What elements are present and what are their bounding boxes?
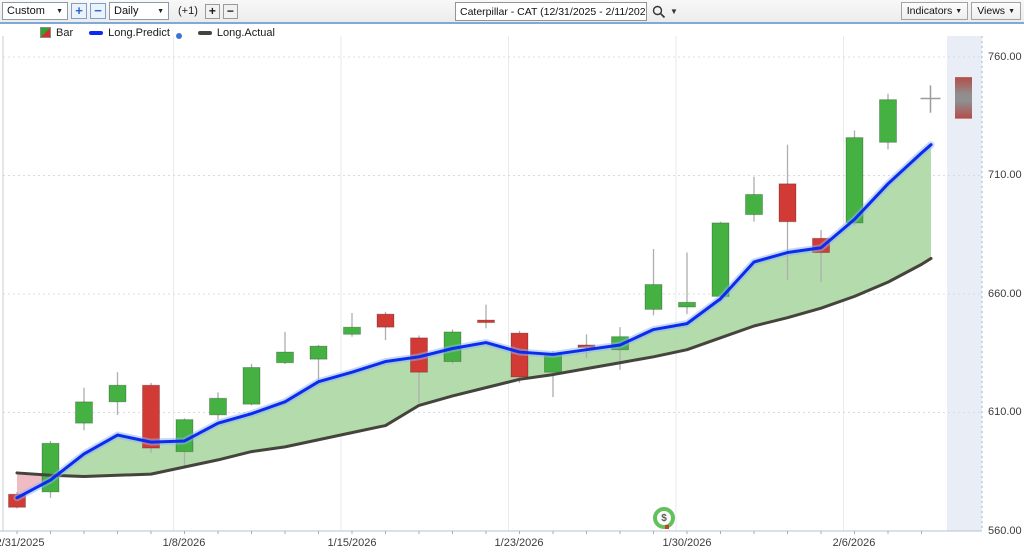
predict-settings-dot-icon[interactable] bbox=[176, 33, 182, 39]
candlestick-bar[interactable] bbox=[511, 331, 528, 383]
chevron-down-icon: ▼ bbox=[50, 8, 63, 15]
y-axis-label: 760.00 bbox=[988, 51, 1024, 63]
toolbar-left-group: Custom ▼ + − Daily ▼ (+1) + − bbox=[2, 2, 238, 20]
candle-body bbox=[243, 367, 260, 404]
toolbar-right-group: Indicators ▼ Views ▼ bbox=[901, 2, 1021, 20]
search-icon[interactable] bbox=[652, 5, 666, 19]
candlestick-bar[interactable] bbox=[109, 372, 126, 415]
x-axis-label: 1/15/2026 bbox=[310, 537, 394, 549]
y-axis-label: 610.00 bbox=[988, 406, 1024, 418]
candlestick-bar[interactable] bbox=[210, 392, 227, 419]
legend-predict-label: Long.Predict bbox=[108, 27, 170, 39]
top-toolbar: Custom ▼ + − Daily ▼ (+1) + − Caterpilla… bbox=[0, 0, 1024, 24]
candle-body bbox=[377, 314, 394, 327]
chevron-down-icon: ▼ bbox=[1008, 8, 1015, 15]
candlestick-bar[interactable] bbox=[478, 305, 495, 329]
candle-body bbox=[76, 402, 93, 423]
symbol-title: Caterpillar - CAT (12/31/2025 - 2/11/202… bbox=[460, 6, 647, 18]
bar-offset-label: (+1) bbox=[178, 5, 198, 17]
symbol-search-group: Caterpillar - CAT (12/31/2025 - 2/11/202… bbox=[455, 2, 678, 21]
candle-body bbox=[880, 100, 897, 143]
x-axis-label: 1/23/2026 bbox=[477, 537, 561, 549]
candle-body bbox=[478, 320, 495, 323]
candlestick-bar[interactable] bbox=[344, 313, 361, 337]
actual-line-icon bbox=[198, 31, 212, 35]
zoom-in-button[interactable]: + bbox=[71, 3, 87, 19]
candlestick-bar[interactable] bbox=[746, 177, 763, 222]
range-select-value: Custom bbox=[7, 5, 45, 17]
range-select[interactable]: Custom ▼ bbox=[2, 2, 68, 20]
x-axis-label: 1/8/2026 bbox=[142, 537, 226, 549]
chevron-down-icon: ▼ bbox=[955, 8, 962, 15]
candlestick-bar[interactable] bbox=[377, 312, 394, 340]
x-axis-label: 12/31/2025 bbox=[0, 537, 59, 549]
predict-line-icon bbox=[89, 31, 103, 35]
bar-plus-button[interactable]: + bbox=[205, 4, 220, 19]
candle-body bbox=[210, 398, 227, 415]
dividend-marker-tick-icon bbox=[665, 525, 669, 529]
projected-bar[interactable] bbox=[955, 77, 972, 118]
symbol-search-input[interactable]: Caterpillar - CAT (12/31/2025 - 2/11/202… bbox=[455, 2, 647, 21]
candle-body bbox=[645, 285, 662, 310]
candlestick-bar[interactable] bbox=[42, 441, 59, 498]
legend-bar-label: Bar bbox=[56, 27, 73, 39]
dividend-marker-symbol: $ bbox=[661, 513, 667, 524]
candle-body bbox=[310, 346, 327, 359]
price-chart-canvas[interactable] bbox=[0, 0, 1024, 555]
charting-app-window: Custom ▼ + − Daily ▼ (+1) + − Caterpilla… bbox=[0, 0, 1024, 555]
x-axis-label: 2/6/2026 bbox=[812, 537, 896, 549]
zoom-out-button[interactable]: − bbox=[90, 3, 106, 19]
candlestick-bar[interactable] bbox=[277, 332, 294, 364]
legend-item-long-predict[interactable]: Long.Predict bbox=[89, 26, 182, 39]
interval-select[interactable]: Daily ▼ bbox=[109, 2, 169, 20]
legend-item-long-actual[interactable]: Long.Actual bbox=[198, 27, 275, 39]
interval-select-value: Daily bbox=[114, 5, 138, 17]
chevron-down-icon: ▼ bbox=[151, 8, 164, 15]
dividend-marker[interactable]: $ bbox=[653, 507, 675, 529]
candle-body bbox=[779, 184, 796, 222]
search-dropdown-icon[interactable]: ▼ bbox=[670, 7, 678, 16]
candlestick-bar[interactable] bbox=[679, 253, 696, 315]
indicators-button-label: Indicators bbox=[907, 5, 953, 17]
y-axis-label: 660.00 bbox=[988, 288, 1024, 300]
candle-body bbox=[746, 194, 763, 214]
candle-body bbox=[679, 302, 696, 307]
x-axis-label: 1/30/2026 bbox=[645, 537, 729, 549]
y-axis-label: 710.00 bbox=[988, 169, 1024, 181]
candlestick-bar[interactable] bbox=[243, 364, 260, 405]
legend-item-bar[interactable]: Bar bbox=[40, 27, 73, 39]
indicators-button[interactable]: Indicators ▼ bbox=[901, 2, 968, 20]
chart-legend: Bar Long.Predict Long.Actual bbox=[40, 26, 275, 39]
candle-body bbox=[277, 352, 294, 363]
y-axis-label: 560.00 bbox=[988, 525, 1024, 537]
candlestick-bar[interactable] bbox=[645, 249, 662, 315]
candle-body bbox=[344, 327, 361, 334]
views-button[interactable]: Views ▼ bbox=[971, 2, 1021, 20]
candle-body bbox=[109, 385, 126, 402]
candlestick-bar[interactable] bbox=[880, 94, 897, 150]
candle-body bbox=[712, 223, 729, 296]
legend-actual-label: Long.Actual bbox=[217, 27, 275, 39]
views-button-label: Views bbox=[977, 5, 1005, 17]
bar-swatch-icon bbox=[40, 27, 51, 38]
candlestick-bar[interactable] bbox=[76, 388, 93, 431]
bar-minus-button[interactable]: − bbox=[223, 4, 238, 19]
